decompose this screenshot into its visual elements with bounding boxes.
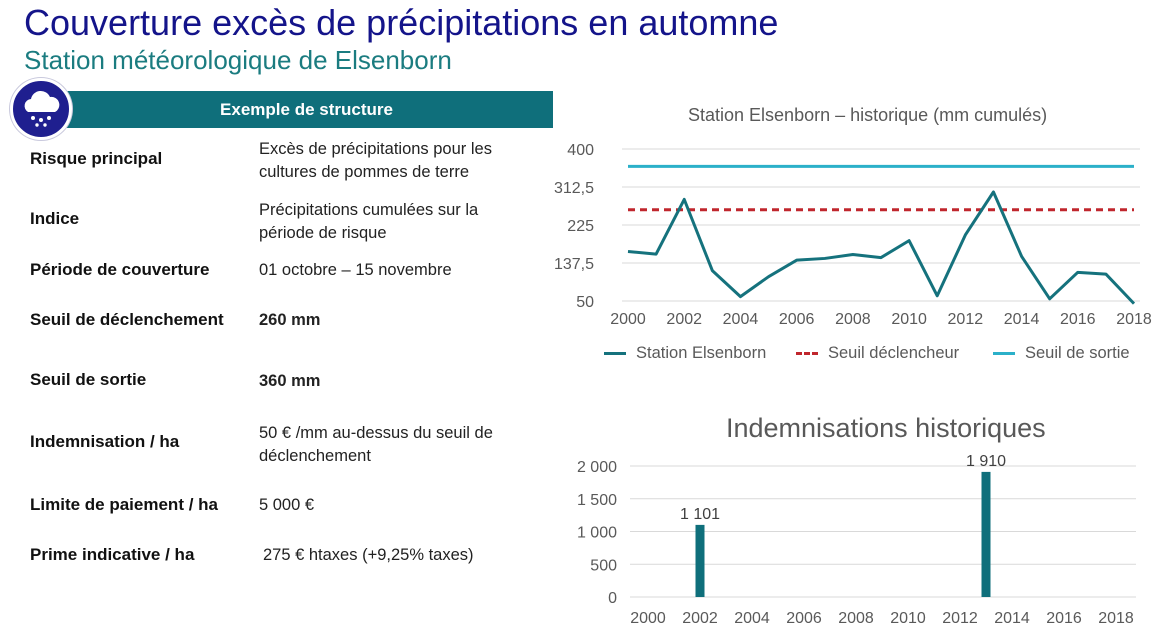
bar-chart-xtick: 2002 xyxy=(682,610,718,627)
line-chart-xtick: 2010 xyxy=(891,311,927,328)
rain-cloud-icon xyxy=(10,78,72,140)
bar-2013 xyxy=(981,471,991,597)
bar-chart-ytick: 1 000 xyxy=(577,525,617,542)
bar-chart-ytick: 1 500 xyxy=(577,492,617,509)
row-value: 01 octobre – 15 novembre xyxy=(259,261,452,279)
legend-exit: Seuil de sortie xyxy=(993,344,1130,363)
legend-trigger-swatch xyxy=(796,352,818,355)
bar-chart-xtick: 2000 xyxy=(630,610,666,627)
row-label: Seuil de sortie xyxy=(30,370,147,389)
row-value: 50 € /mm au-dessus du seuil de déclenche… xyxy=(259,424,493,465)
legend-station-swatch xyxy=(604,352,626,355)
legend-station: Station Elsenborn xyxy=(604,344,766,363)
row-label: Limite de paiement / ha xyxy=(30,495,218,514)
row-label: Indice xyxy=(30,209,80,228)
bar-chart-xtick: 2016 xyxy=(1046,610,1082,627)
line-chart-ytick: 137,5 xyxy=(554,256,594,273)
bar-chart-xtick: 2008 xyxy=(838,610,874,627)
row-label: Période de couverture xyxy=(30,260,210,279)
row-value: 5 000 € xyxy=(259,496,315,514)
bar-chart-xtick: 2006 xyxy=(786,610,822,627)
line-chart-ytick: 312,5 xyxy=(554,180,594,197)
row-label: Risque principal xyxy=(30,149,163,168)
bar-chart-ytick: 500 xyxy=(590,557,617,574)
legend-exit-label: Seuil de sortie xyxy=(1025,344,1130,362)
line-chart-xtick: 2014 xyxy=(1004,311,1040,328)
row-label: Seuil de déclenchement xyxy=(30,310,224,329)
bar-chart-ytick: 0 xyxy=(608,590,617,607)
bar-chart-xtick: 2014 xyxy=(994,610,1030,627)
row-label: Indemnisation / ha xyxy=(30,432,180,451)
bar-chart-xtick: 2010 xyxy=(890,610,926,627)
row-value: 275 € htaxes (+9,25% taxes) xyxy=(263,546,474,564)
bar-chart-xtick: 2004 xyxy=(734,610,770,627)
page-title: Couverture excès de précipitations en au… xyxy=(24,2,779,43)
bar-data-label: 1 910 xyxy=(966,453,1006,470)
line-chart-ytick: 50 xyxy=(576,294,594,311)
line-chart-ytick: 225 xyxy=(567,218,594,235)
line-chart-xtick: 2004 xyxy=(723,311,759,328)
bar-chart-title: Indemnisations historiques xyxy=(726,413,1046,443)
line-chart-title: Station Elsenborn – historique (mm cumul… xyxy=(688,105,1048,125)
line-chart-xtick: 2016 xyxy=(1060,311,1096,328)
bar-data-label: 1 101 xyxy=(680,506,720,523)
row-label: Prime indicative / ha xyxy=(30,545,195,564)
line-chart-xtick: 2006 xyxy=(779,311,815,328)
page-subtitle: Station météorologique de Elsenborn xyxy=(24,45,452,75)
bar-chart-ytick: 2 000 xyxy=(577,459,617,476)
legend-exit-swatch xyxy=(993,352,1015,355)
row-value: 360 mm xyxy=(259,372,321,390)
line-chart-xtick: 2002 xyxy=(666,311,702,328)
legend-station-label: Station Elsenborn xyxy=(636,344,767,362)
bar-chart-xtick: 2012 xyxy=(942,610,978,627)
line-chart-xtick: 2000 xyxy=(610,311,646,328)
legend-trigger: Seuil déclencheur xyxy=(796,344,959,363)
row-value: Excès de précipitations pour les culture… xyxy=(259,140,492,181)
line-chart-xtick: 2012 xyxy=(948,311,984,328)
legend-trigger-label: Seuil déclencheur xyxy=(828,344,960,362)
line-chart-xtick: 2018 xyxy=(1116,311,1152,328)
line-chart-xtick: 2008 xyxy=(835,311,871,328)
bar-2002 xyxy=(695,524,705,597)
bar-chart-xtick: 2018 xyxy=(1098,610,1134,627)
row-value: Précipitations cumulées sur la période d… xyxy=(259,201,479,242)
line-chart-ytick: 400 xyxy=(567,142,594,159)
row-value: 260 mm xyxy=(259,311,321,329)
structure-banner: Exemple de structure xyxy=(60,91,553,128)
